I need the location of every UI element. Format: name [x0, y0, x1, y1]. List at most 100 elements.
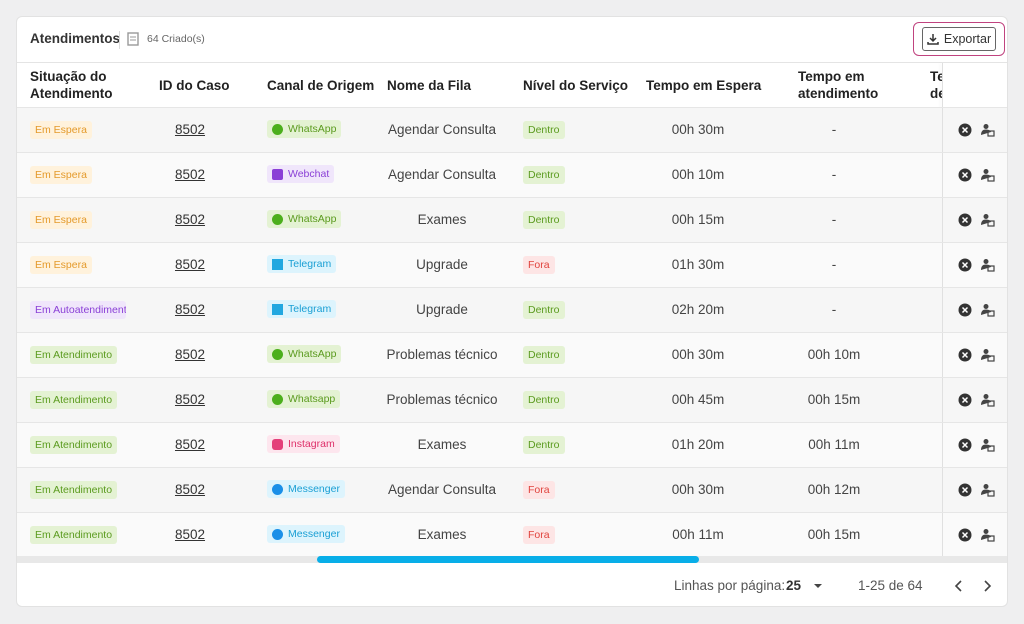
close-action[interactable] [958, 303, 972, 317]
close-action[interactable] [958, 438, 972, 452]
case-id[interactable]: 8502 [174, 302, 206, 317]
channel-badge: Messenger [267, 480, 345, 498]
service-level: Dentro [523, 166, 565, 184]
status-badge: Em Autoatendimento [30, 301, 126, 319]
table-row: Em Atendimento 8502 Whatsapp Problemas técn… [17, 377, 1007, 423]
wait-time: 00h 10m [671, 167, 725, 182]
case-id[interactable]: 8502 [174, 527, 206, 542]
table-row: Em Espera 8502 WhatsApp Agendar Consulta Den… [17, 107, 1007, 153]
service-level: Dentro [523, 346, 565, 364]
queue: Agendar Consulta [387, 167, 497, 182]
close-action[interactable] [958, 528, 972, 542]
table-row: Em Autoatendimento 8502 Telegram Upgrade Den… [17, 287, 1007, 333]
assign-action[interactable] [981, 483, 995, 497]
assign-action[interactable] [981, 258, 995, 272]
case-id[interactable]: 8502 [174, 392, 206, 407]
actions-divider [942, 333, 943, 378]
close-action[interactable] [958, 168, 972, 182]
export-button[interactable]: Exportar [922, 27, 996, 51]
range: 1-25 de 64 [858, 578, 923, 593]
queue: Agendar Consulta [387, 122, 497, 137]
prev-page[interactable] [953, 579, 965, 593]
case-id[interactable]: 8502 [174, 212, 206, 227]
channel-icon [272, 393, 283, 405]
status-badge: Em Atendimento [30, 391, 118, 409]
channel-badge: Messenger [267, 525, 345, 543]
column-header: Nome da Fila [387, 78, 472, 93]
assign-action[interactable] [981, 123, 995, 137]
case-id[interactable]: 8502 [174, 167, 206, 182]
case-id[interactable]: 8502 [174, 347, 206, 362]
status-badge: Em Atendimento [30, 481, 118, 499]
scroll-thumb[interactable] [317, 556, 699, 563]
case-id[interactable]: 8502 [174, 122, 206, 137]
status-badge: Em Espera [30, 166, 92, 184]
close-action[interactable] [958, 483, 972, 497]
wait-time: 02h 20m [671, 302, 725, 317]
status-badge: Em Espera [30, 121, 92, 139]
count: 64 Criado(s) [147, 33, 205, 45]
rows-per-page[interactable]: 25 [786, 578, 802, 593]
channel-name: WhatsApp [288, 213, 337, 225]
actions-divider [942, 513, 943, 558]
case-id[interactable]: 8502 [174, 437, 206, 452]
actions-bg [943, 63, 1007, 107]
close-action[interactable] [958, 123, 972, 137]
assign-action[interactable] [981, 438, 995, 452]
assign-action[interactable] [981, 303, 995, 317]
service-level: Dentro [523, 391, 565, 409]
assign-action[interactable] [981, 348, 995, 362]
doc-icon [127, 32, 139, 46]
status-badge: Em Espera [30, 256, 92, 274]
close-action[interactable] [958, 258, 972, 272]
wait-time: 00h 15m [671, 212, 725, 227]
actions-divider [942, 243, 943, 288]
wait-time: 01h 20m [671, 437, 725, 452]
table-row: Em Espera 8502 Webchat Agendar Consulta Dent… [17, 152, 1007, 198]
channel-badge: Webchat [267, 165, 335, 183]
export-label: Exportar [943, 32, 992, 46]
column-header: Tempo em atendimento [798, 69, 879, 101]
next-page[interactable] [981, 579, 993, 593]
channel-icon [272, 213, 283, 225]
attend-time: - [831, 212, 837, 227]
assign-action[interactable] [981, 168, 995, 182]
wait-time: 00h 30m [671, 347, 725, 362]
queue: Problemas técnico [386, 392, 498, 407]
assign-action[interactable] [981, 528, 995, 542]
channel-badge: WhatsApp [267, 345, 342, 363]
close-action[interactable] [958, 348, 972, 362]
assign-action[interactable] [981, 393, 995, 407]
actions-divider [942, 198, 943, 243]
case-id[interactable]: 8502 [174, 257, 206, 272]
service-level: Dentro [523, 211, 565, 229]
header-border [17, 62, 1007, 63]
column-header: Situação do Atendimento [30, 69, 113, 101]
card: Atendimentos 64 Criado(s) Exportar Situa… [16, 16, 1008, 607]
channel-name: Telegram [288, 303, 332, 315]
assign-action[interactable] [981, 213, 995, 227]
title: Atendimentos [30, 31, 121, 46]
actions-divider [942, 288, 943, 333]
service-level: Fora [523, 256, 555, 274]
close-action[interactable] [958, 213, 972, 227]
channel-badge: Telegram [267, 255, 337, 273]
attend-time: 00h 15m [807, 527, 861, 542]
dropdown-arrow[interactable] [813, 582, 823, 590]
channel-badge: Telegram [267, 300, 337, 318]
column-header: Canal de Origem [267, 78, 375, 93]
table-row: Em Atendimento 8502 Messenger Exames Fora 00h… [17, 512, 1007, 558]
close-action[interactable] [958, 393, 972, 407]
channel-icon [272, 258, 283, 270]
table-row: Em Atendimento 8502 Messenger Agendar Consu… [17, 467, 1007, 513]
wait-time: 00h 30m [671, 122, 725, 137]
table-row: Em Espera 8502 WhatsApp Exames Dentro 00h 15m… [17, 197, 1007, 243]
table-row: Em Atendimento 8502 WhatsApp Problemas técn… [17, 332, 1007, 378]
service-level: Dentro [523, 436, 565, 454]
case-id[interactable]: 8502 [174, 482, 206, 497]
rows-per-page-label: Linhas por página: [674, 578, 786, 593]
channel-icon [272, 168, 283, 180]
channel-name: Messenger [288, 528, 340, 540]
channel-name: Whatsapp [288, 393, 336, 405]
attend-time: - [831, 302, 837, 317]
